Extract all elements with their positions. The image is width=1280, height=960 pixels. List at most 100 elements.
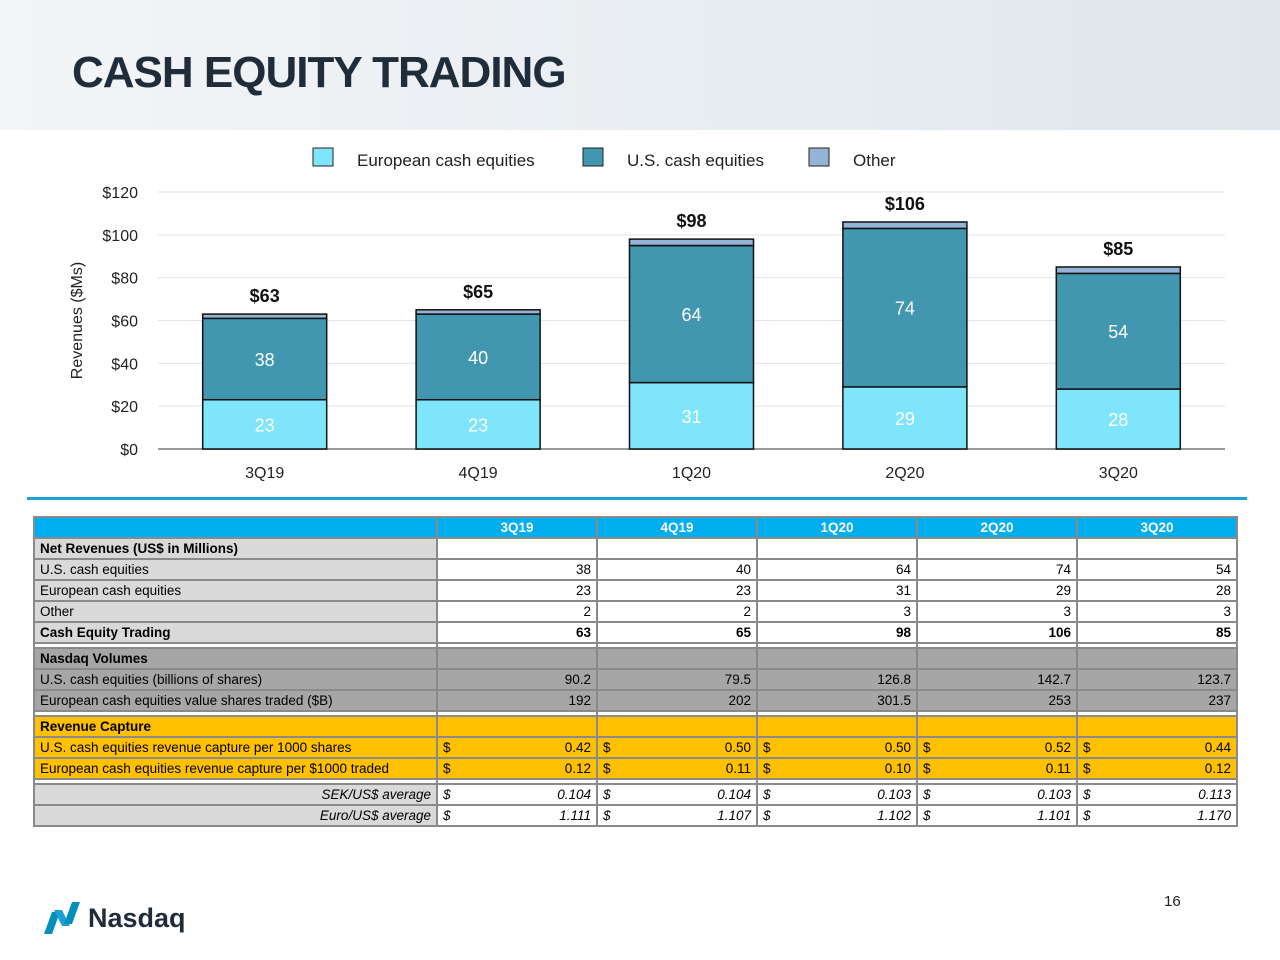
- cell-value: 90.2: [564, 672, 591, 687]
- cell-value: 192: [568, 693, 591, 708]
- bar-segment: [842, 221, 968, 230]
- cell-value: 3: [903, 604, 911, 619]
- spacer: [33, 778, 438, 785]
- cell: $0.10: [756, 757, 918, 780]
- column-header: 3Q20: [1076, 516, 1238, 539]
- currency-symbol: $: [1083, 808, 1091, 823]
- cell: 3: [1076, 600, 1238, 623]
- bar-segment: [201, 313, 328, 320]
- cell: $0.42: [436, 736, 598, 759]
- table-row: European cash equities 23 23 31 29 28: [33, 579, 1238, 602]
- bar-value-label: 74: [895, 299, 915, 319]
- bar-segment: [628, 238, 755, 247]
- financial-table: 3Q19 4Q19 1Q20 2Q20 3Q20 Net Revenues (US$ in…: [33, 516, 1238, 827]
- bar-segment: [415, 398, 541, 450]
- bar-segment: [1055, 272, 1182, 390]
- spacer-row: [33, 642, 1238, 649]
- spacer-row: [33, 710, 1238, 717]
- spacer-row: [33, 778, 1238, 785]
- x-tick-label: 2Q20: [885, 465, 924, 482]
- cell-value: 0.50: [724, 740, 751, 755]
- cell: 23: [596, 579, 758, 602]
- cell-value: 85: [1215, 625, 1231, 640]
- cell: [756, 715, 918, 738]
- currency-symbol: $: [443, 787, 451, 802]
- spacer: [436, 710, 598, 717]
- cell: 40: [596, 558, 758, 581]
- bar-segment: [628, 381, 755, 450]
- cell-value: 1.107: [717, 808, 751, 823]
- cell: 126.8: [756, 668, 918, 691]
- cell: 54: [1076, 558, 1238, 581]
- cell-value: 106: [1048, 625, 1071, 640]
- column-header: 3Q19: [436, 516, 598, 539]
- cell: 2: [596, 600, 758, 623]
- cell: $0.104: [596, 783, 758, 806]
- legend-label: U.S. cash equities: [627, 151, 764, 170]
- cell-value: 63: [575, 625, 591, 640]
- spacer: [1076, 710, 1238, 717]
- cell-value: 123.7: [1197, 672, 1231, 687]
- cell: [756, 537, 918, 560]
- y-tick-label: $60: [111, 314, 138, 331]
- cell: 85: [1076, 621, 1238, 644]
- bar-total-label: $85: [1103, 239, 1133, 259]
- bar-value-label: 40: [468, 348, 488, 368]
- nasdaq-logo-icon: [44, 902, 80, 934]
- cell: [436, 537, 598, 560]
- cell-value: 29: [1055, 583, 1071, 598]
- currency-symbol: $: [923, 787, 931, 802]
- bar-segment: [415, 313, 541, 401]
- cell: $0.50: [756, 736, 918, 759]
- cell-value: 0.50: [884, 740, 911, 755]
- spacer: [756, 642, 918, 649]
- bar-segment: [1055, 388, 1182, 450]
- cell-value: 65: [735, 625, 751, 640]
- cell-value: 2: [743, 604, 751, 619]
- cell-value: 0.103: [1037, 787, 1071, 802]
- currency-symbol: $: [443, 740, 451, 755]
- spacer: [33, 710, 438, 717]
- cell: [916, 537, 1078, 560]
- cell-value: 0.103: [877, 787, 911, 802]
- cell: 28: [1076, 579, 1238, 602]
- cell: $1.111: [436, 804, 598, 827]
- cell: 106: [916, 621, 1078, 644]
- currency-symbol: $: [603, 787, 611, 802]
- row-label: European cash equities: [33, 579, 438, 602]
- cell: 74: [916, 558, 1078, 581]
- currency-symbol: $: [603, 761, 611, 776]
- y-tick-label: $40: [111, 356, 138, 373]
- cell: 98: [756, 621, 918, 644]
- cell-value: 1.102: [877, 808, 911, 823]
- bar-total-label: $98: [676, 211, 706, 231]
- bar-value-label: 31: [681, 407, 701, 427]
- currency-symbol: $: [1083, 761, 1091, 776]
- nasdaq-logo: Nasdaq: [42, 900, 186, 936]
- cell-value: 0.12: [1204, 761, 1231, 776]
- currency-symbol: $: [763, 808, 771, 823]
- cell-value: 142.7: [1037, 672, 1071, 687]
- bar-value-label: 23: [468, 415, 488, 435]
- legend-swatch: [582, 147, 604, 167]
- spacer: [596, 710, 758, 717]
- row-label: SEK/US$ average: [33, 783, 438, 806]
- row-label: Cash Equity Trading: [33, 621, 438, 644]
- currency-symbol: $: [443, 808, 451, 823]
- cell: 23: [436, 579, 598, 602]
- spacer: [1076, 778, 1238, 785]
- cell: 63: [436, 621, 598, 644]
- cell: $0.103: [756, 783, 918, 806]
- cell: $0.11: [596, 757, 758, 780]
- row-label: Nasdaq Volumes: [33, 647, 438, 670]
- cell: [756, 647, 918, 670]
- x-tick-label: 1Q20: [672, 465, 711, 482]
- currency-symbol: $: [923, 808, 931, 823]
- header-blank: [33, 516, 438, 539]
- cell: $0.104: [436, 783, 598, 806]
- spacer: [916, 710, 1078, 717]
- y-tick-label: $100: [102, 228, 138, 245]
- column-header: 4Q19: [596, 516, 758, 539]
- cell-value: 253: [1048, 693, 1071, 708]
- legend-label: Other: [853, 151, 896, 170]
